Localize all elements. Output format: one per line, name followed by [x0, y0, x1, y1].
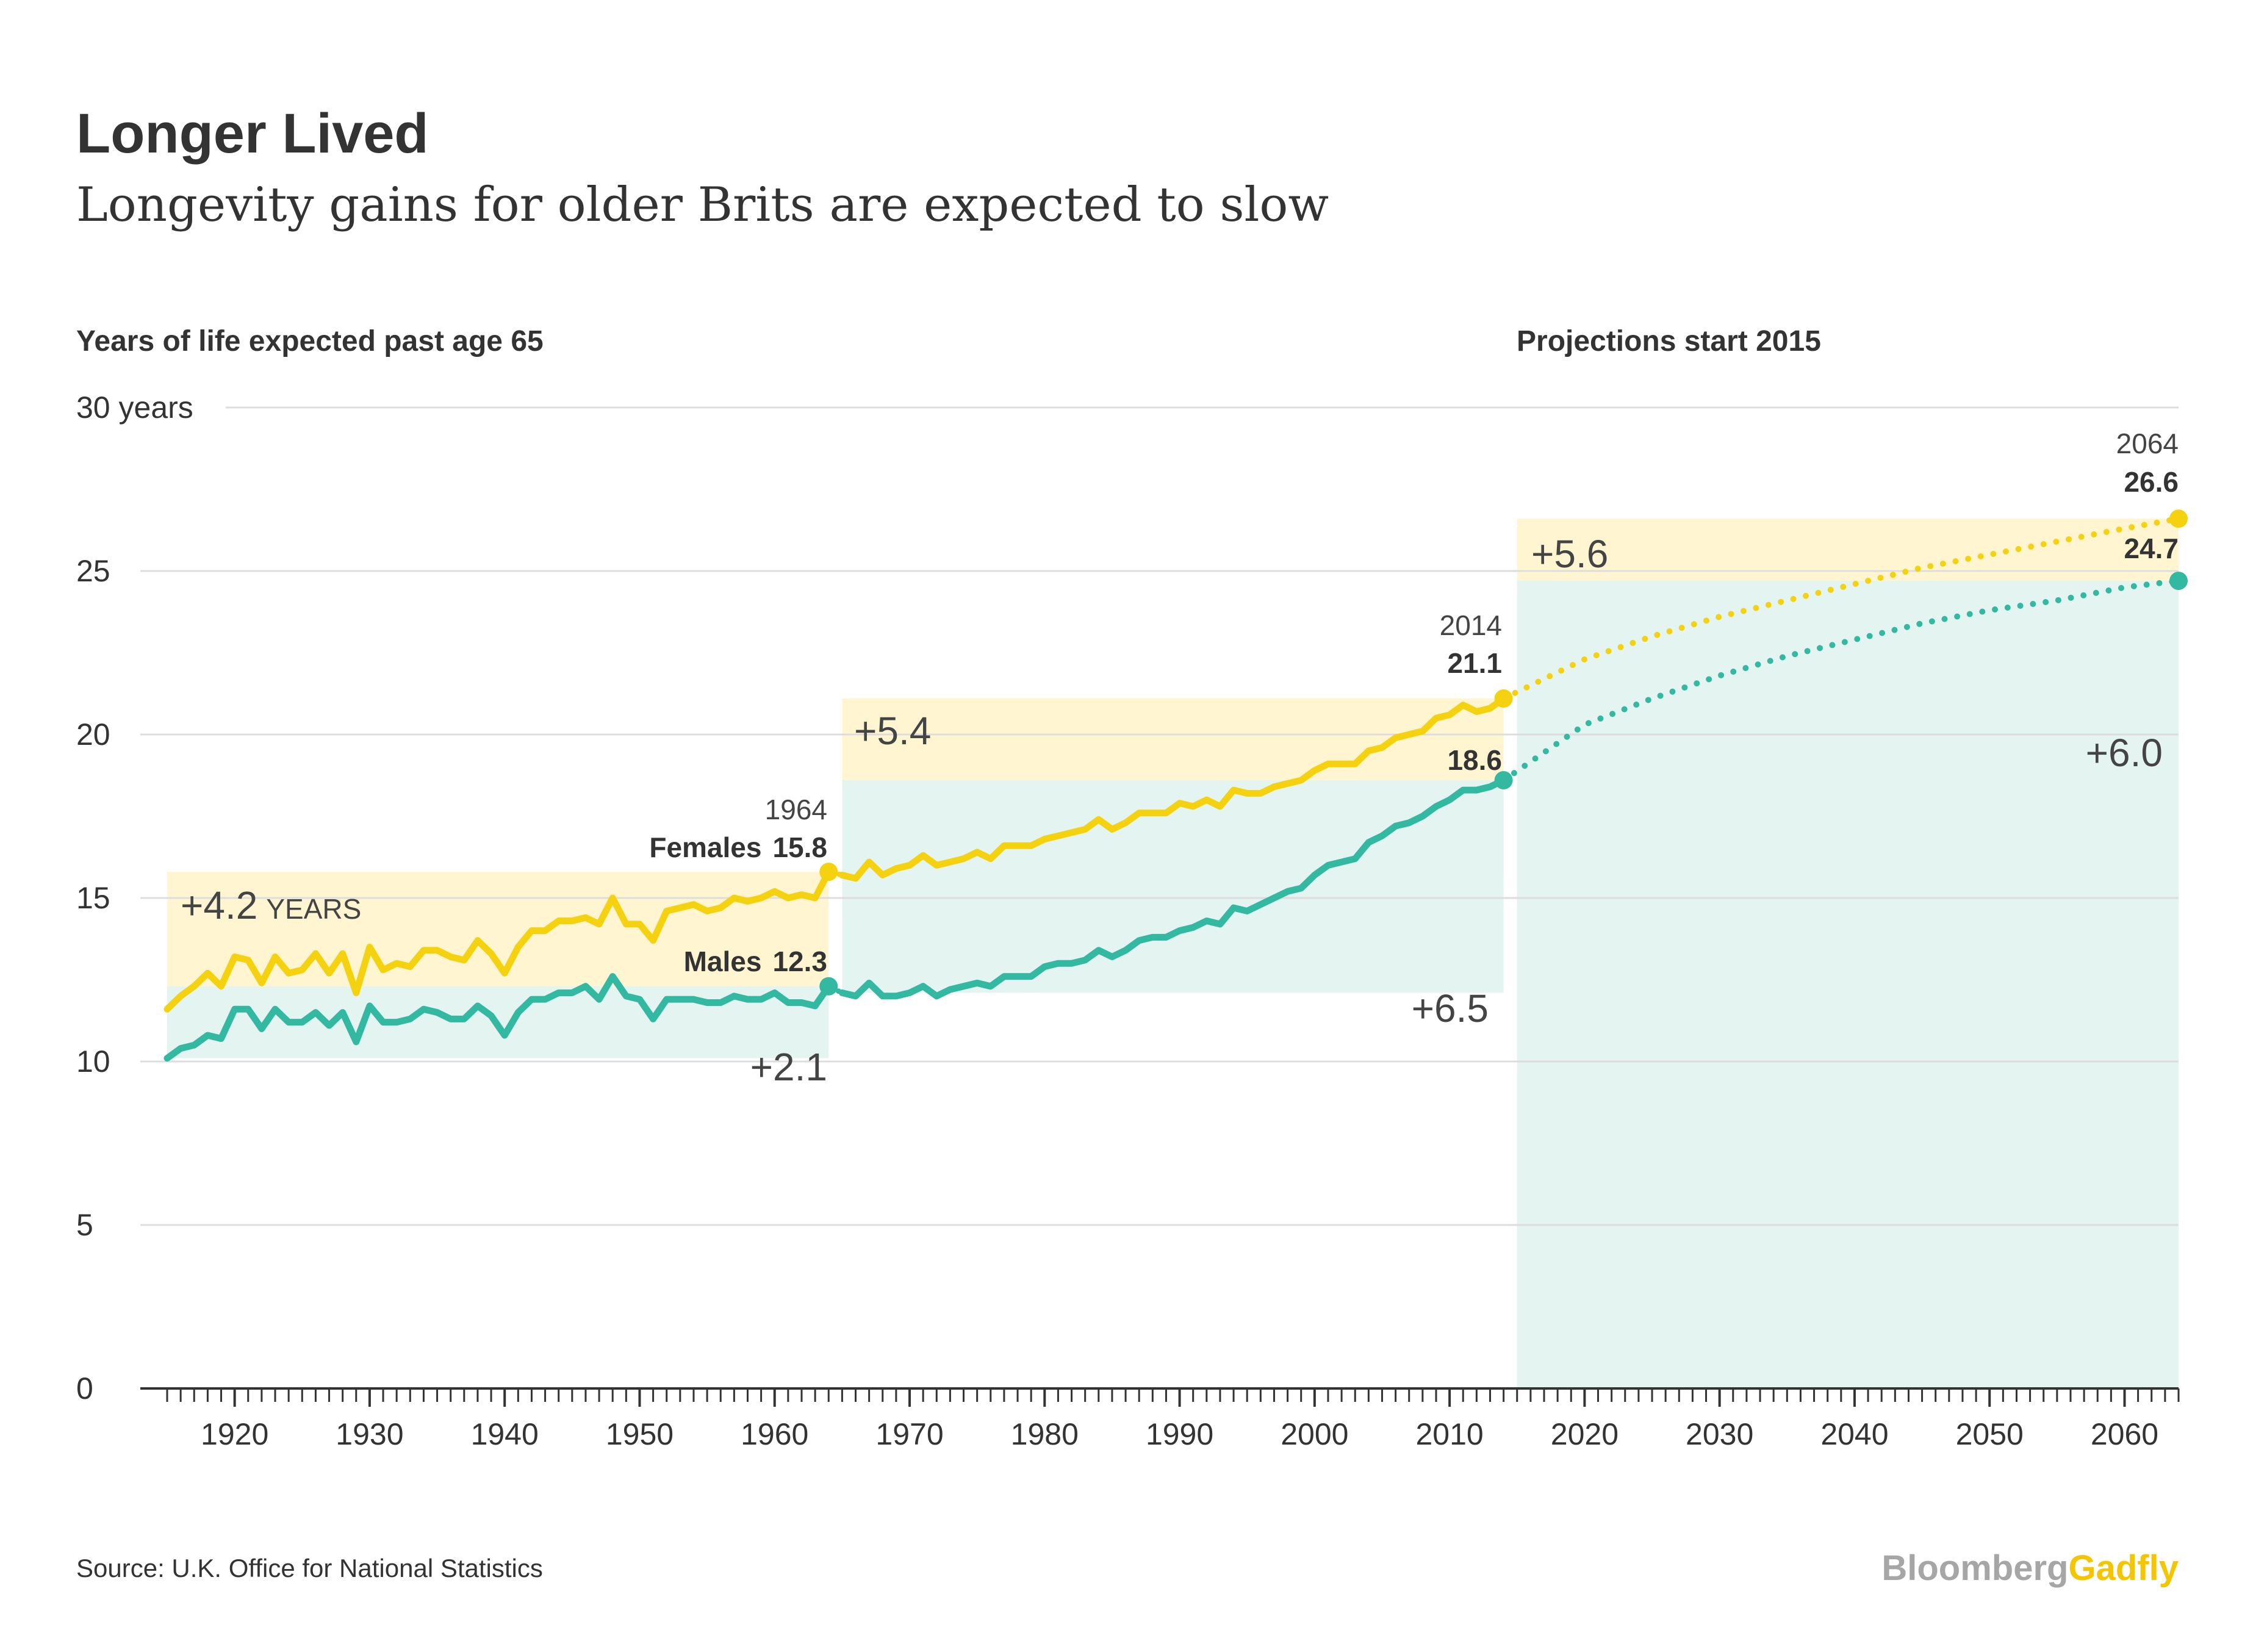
gridlines [140, 406, 2179, 1226]
males-2014-value: 18.6 [1447, 744, 1502, 776]
series-lines [163, 515, 2182, 1062]
male-gain-1915-1964-label: +2.1 [750, 1045, 827, 1089]
male-gain-1965-2014-label: +6.5 [1412, 986, 1489, 1030]
males-2064-value: 24.7 [2124, 533, 2179, 564]
x-tick-label-2010: 2010 [1415, 1417, 1483, 1451]
female-gain-2015-2064-label: +5.6 [1531, 532, 1608, 576]
annotations: +4.2 YEARS +2.1 +5.4 +6.5 +5.6 +6.0 1964 … [181, 428, 2179, 1089]
x-tick-label-1950: 1950 [606, 1417, 674, 1451]
x-tick-label-2060: 2060 [2091, 1417, 2158, 1451]
y-tick-label-30: 30 years [76, 390, 193, 425]
chart-subtitle: Longevity gains for older Brits are expe… [76, 178, 1329, 232]
y-axis-title: Years of life expected past age 65 [76, 325, 544, 357]
female-gain-1915-1964-label: +4.2 YEARS [181, 883, 361, 927]
brand-logo: BloombergGadfly [1881, 1548, 2179, 1588]
gain-bands [167, 519, 2179, 1388]
x-tick-label-2020: 2020 [1551, 1417, 1619, 1451]
females-1964-value: Females 15.8 [649, 831, 827, 863]
x-tick-label-1920: 1920 [201, 1417, 268, 1451]
females-line-1915-1964 [163, 868, 832, 1013]
chart-title: Longer Lived [76, 102, 429, 165]
males-point-2014 [1494, 771, 1513, 790]
source-note: Source: U.K. Office for National Statist… [76, 1554, 543, 1582]
y-tick-label-10: 10 [76, 1044, 110, 1079]
females-line-1965-2014 [838, 695, 1507, 882]
x-tick-label-2050: 2050 [1956, 1417, 2024, 1451]
x-tick-label-1970: 1970 [875, 1417, 943, 1451]
x-tick-label-1960: 1960 [741, 1417, 808, 1451]
female-gain-1965-2014-label: +5.4 [854, 709, 931, 753]
y-tick-labels: 0 5 10 15 20 25 30 years [76, 390, 193, 1406]
x-tick-label-1940: 1940 [471, 1417, 539, 1451]
males-point-2064 [2169, 572, 2188, 591]
females-point-2064 [2169, 509, 2188, 528]
females-2064-value: 26.6 [2124, 466, 2179, 498]
x-tick-label-2030: 2030 [1686, 1417, 1753, 1451]
x-tick-label-1980: 1980 [1011, 1417, 1079, 1451]
males-line-1965-2014 [838, 777, 1507, 1000]
male-gain-2015-2064-label: +6.0 [2086, 731, 2163, 775]
y-tick-label-0: 0 [76, 1371, 93, 1406]
males-line-1915-1964 [163, 973, 832, 1062]
male-gain-band-3 [1517, 581, 2179, 1388]
year-1964-label: 1964 [765, 794, 827, 825]
year-2014-label: 2014 [1440, 609, 1502, 641]
male-gain-band-2 [842, 780, 1504, 993]
males-projection-line [1500, 578, 2182, 784]
males-1964-value: Males 12.3 [684, 946, 827, 977]
x-tick-label-2040: 2040 [1820, 1417, 1888, 1451]
year-2064-label: 2064 [2116, 428, 2179, 459]
x-tick-label-1930: 1930 [336, 1417, 403, 1451]
males-point-1964 [819, 977, 838, 996]
y-tick-label-25: 25 [76, 554, 110, 588]
females-point-2014 [1494, 689, 1513, 708]
females-projection-line [1500, 515, 2182, 702]
y-tick-label-15: 15 [76, 881, 110, 915]
x-tick-label-2000: 2000 [1281, 1417, 1348, 1451]
projection-note: Projections start 2015 [1517, 325, 1821, 357]
x-axis: 1920 1930 1940 1950 1960 1970 1980 1990 2000 2010… [140, 1387, 2180, 1451]
females-point-1964 [819, 863, 838, 882]
females-2014-value: 21.1 [1447, 647, 1502, 679]
y-tick-label-20: 20 [76, 717, 110, 752]
y-tick-label-5: 5 [76, 1208, 93, 1242]
endpoint-markers [819, 509, 2188, 996]
x-tick-label-1990: 1990 [1146, 1417, 1213, 1451]
